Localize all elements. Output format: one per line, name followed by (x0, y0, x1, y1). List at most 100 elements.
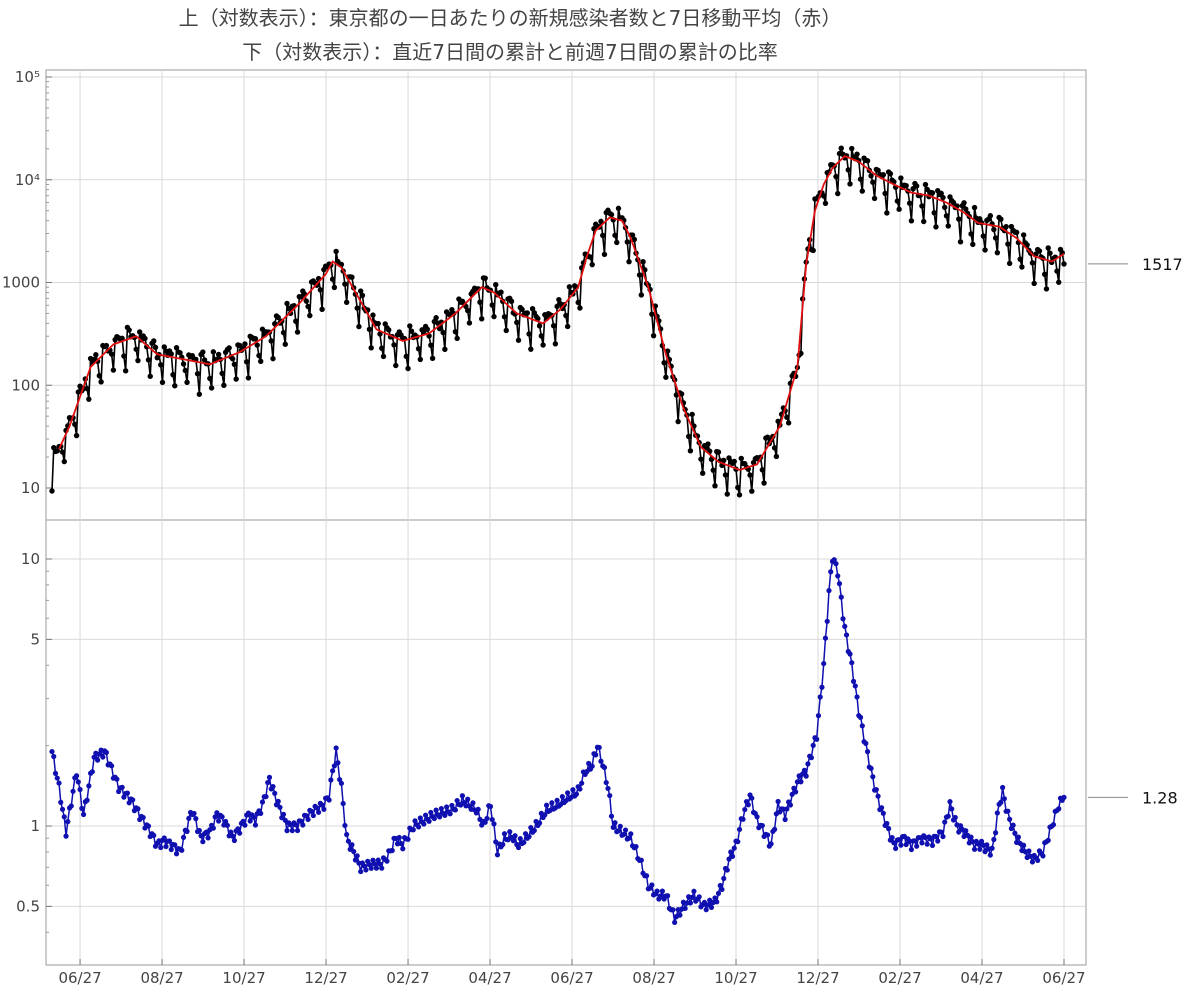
daily-cases-point (871, 195, 878, 202)
daily-cases-point (121, 353, 127, 359)
weekly-ratio-point (596, 744, 602, 751)
daily-cases-point (194, 371, 201, 377)
daily-cases-point (661, 360, 667, 366)
weekly-ratio-point (1021, 842, 1027, 848)
weekly-ratio-point (987, 852, 993, 858)
x-tick-label: 02/27 (386, 969, 429, 987)
daily-cases-point (738, 455, 744, 462)
daily-cases-point (942, 204, 948, 211)
weekly-ratio-point (277, 804, 283, 810)
weekly-ratio-point (814, 736, 820, 742)
weekly-ratio-point (398, 840, 404, 847)
daily-cases-point (994, 249, 1001, 256)
daily-cases-point (721, 457, 727, 464)
weekly-ratio-point (410, 827, 416, 833)
weekly-ratio-point (687, 900, 694, 906)
daily-cases-point (722, 472, 729, 478)
daily-cases-point (675, 418, 681, 425)
weekly-ratio-point (933, 833, 939, 840)
weekly-ratio-point (628, 831, 634, 837)
weekly-ratio-point (843, 632, 850, 638)
weekly-ratio-point (400, 846, 406, 852)
daily-cases-point (1042, 271, 1048, 277)
weekly-ratio-point (884, 820, 890, 827)
weekly-ratio-point (805, 761, 811, 767)
weekly-ratio-point (573, 791, 580, 797)
weekly-ratio-point (417, 815, 423, 821)
weekly-ratio-point (615, 828, 622, 834)
weekly-ratio-point (949, 806, 955, 812)
weekly-ratio-point (294, 827, 301, 834)
weekly-ratio-point (878, 805, 885, 811)
weekly-ratio-point (824, 618, 830, 624)
daily-cases-point (919, 203, 925, 209)
weekly-ratio-point (242, 822, 248, 828)
daily-cases-point (612, 232, 618, 239)
y-tick-label-top: 1000 (2, 274, 40, 292)
daily-cases-point (552, 341, 559, 347)
daily-cases-series (49, 145, 1067, 498)
daily-cases-point (880, 172, 887, 178)
daily-cases-point (258, 358, 264, 364)
weekly-ratio-point (863, 740, 869, 746)
daily-cases-point (759, 467, 766, 473)
x-tick-label: 04/27 (960, 969, 1003, 987)
weekly-ratio-point (289, 827, 295, 834)
daily-cases-point (294, 329, 301, 335)
daily-cases-point (950, 199, 957, 206)
x-tick-label: 08/27 (140, 969, 183, 987)
weekly-ratio-point (342, 822, 348, 829)
weekly-ratio-point (522, 831, 529, 837)
daily-cases-point (233, 376, 239, 382)
daily-cases-point (1047, 250, 1053, 256)
daily-cases-point (629, 232, 636, 238)
daily-cases-point (1003, 223, 1009, 230)
weekly-ratio-point (507, 829, 513, 835)
daily-cases-point (822, 200, 829, 207)
weekly-ratio-point (96, 751, 102, 757)
weekly-ratio-point (200, 839, 206, 845)
weekly-ratio-point (259, 799, 266, 805)
weekly-ratio-point (1040, 853, 1046, 859)
weekly-ratio-point (270, 783, 276, 790)
daily-cases-point (503, 327, 509, 334)
weekly-ratio-point (754, 814, 760, 820)
daily-cases-point (293, 318, 299, 324)
weekly-ratio-point (952, 814, 958, 821)
weekly-ratio-point (280, 811, 287, 817)
daily-cases-point (108, 351, 115, 357)
weekly-ratio-point (528, 824, 534, 831)
weekly-ratio-point (1061, 794, 1067, 800)
weekly-ratio-point (610, 824, 616, 830)
daily-cases-point (538, 333, 545, 339)
daily-cases-point (452, 328, 459, 335)
daily-cases-point (526, 331, 532, 337)
weekly-ratio-point (54, 775, 60, 781)
daily-cases-point (305, 303, 311, 310)
daily-cases-point (536, 323, 543, 329)
weekly-ratio-point (935, 838, 941, 844)
weekly-ratio-point (475, 806, 481, 812)
daily-cases-point (357, 288, 364, 294)
daily-cases-point (428, 342, 434, 348)
daily-cases-point (103, 342, 110, 349)
weekly-ratio-point (859, 723, 865, 729)
daily-cases-point (380, 353, 387, 360)
weekly-ratio-point (231, 837, 238, 844)
daily-cases-point (833, 173, 839, 180)
daily-cases-point (601, 251, 608, 258)
daily-cases-point (1005, 241, 1011, 247)
weekly-ratio-point (554, 797, 560, 803)
daily-cases-point (349, 274, 355, 280)
daily-cases-point (122, 368, 129, 374)
x-tick-label: 12/27 (796, 969, 839, 987)
weekly-ratio-point (470, 800, 476, 806)
weekly-ratio-point (375, 857, 381, 863)
daily-cases-point (282, 341, 288, 347)
weekly-ratio-point (798, 779, 804, 785)
weekly-ratio-point (310, 812, 316, 819)
daily-cases-point (913, 183, 920, 189)
weekly-ratio-point (919, 840, 925, 846)
weekly-ratio-point (1050, 822, 1057, 828)
daily-cases-point (587, 254, 594, 260)
